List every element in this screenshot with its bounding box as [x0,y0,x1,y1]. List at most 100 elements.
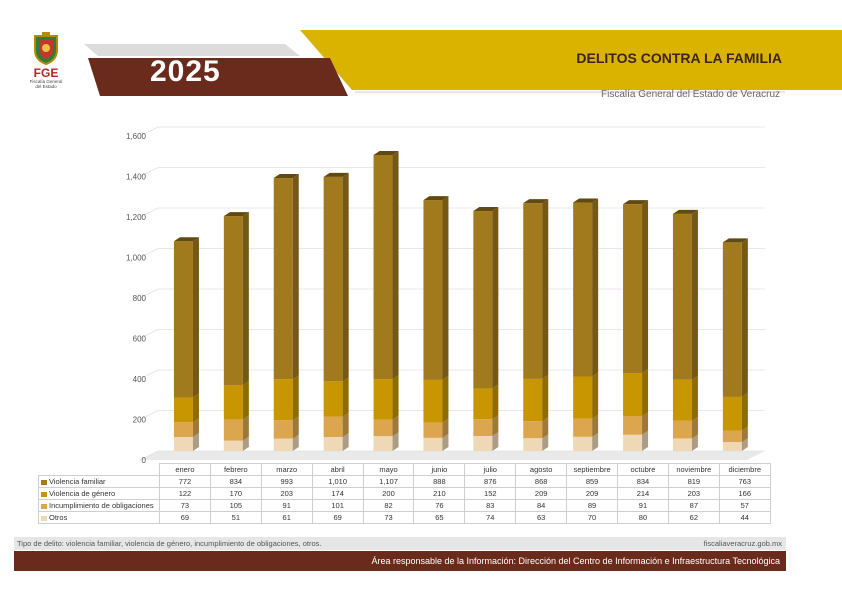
series-label: Violencia de género [38,487,160,500]
data-cell: 51 [209,511,262,524]
data-cell: 868 [515,475,568,488]
bar-segment [573,418,593,437]
table-header-row: enero febrero marzo abril mayo junio julio agos… [38,463,771,476]
header-banner [84,30,842,96]
bar-side [691,434,698,451]
bar-side [691,209,698,380]
bar-segment [223,216,243,385]
bar-top [523,199,549,204]
bar-side [642,430,649,451]
bar-segment [573,376,593,419]
bar-side [292,434,299,451]
bar-segment [273,379,293,421]
fge-logo: FGE Fiscalía General del Estado [22,32,70,92]
logo-text: FGE [33,66,59,80]
series-name: Violencia familiar [49,477,106,486]
bar-top [473,207,499,212]
data-cell: 1,107 [362,475,415,488]
data-cell: 69 [311,511,364,524]
footer-website: fiscaliaveracruz.gob.mx [703,539,782,548]
bar-segment [722,396,742,431]
data-cell: 65 [413,511,466,524]
stacked-bar-chart: 0 200 400 600 800 1,000 1,200 1,400 1,600 [126,126,765,465]
bar-top [672,209,698,214]
bar-side [492,384,499,420]
bar-top [173,237,199,242]
data-table: enero febrero marzo abril mayo junio julio agos… [38,463,771,524]
bar-segment [223,419,243,441]
bar-top [573,198,599,203]
series-name: Incumplimiento de obligaciones [49,501,154,510]
gridline-depth [139,207,159,218]
bar-side [192,418,199,438]
gridline-depth [139,167,159,177]
table-row: Otros 69 51 61 69 73 65 74 63 70 80 62 44 [38,511,771,524]
bar-segment [573,202,593,377]
bar-segment [473,419,493,437]
bar-segment [323,176,343,382]
month-header: octubre [617,463,669,476]
bar-segment [473,211,493,389]
data-cell: 876 [464,475,517,488]
y-tick-label: 1,200 [126,213,147,222]
bar-segment [373,436,393,451]
bar-segment [423,422,443,438]
bar-side [691,375,698,421]
data-cell: 70 [566,511,619,524]
bar-side [642,200,649,374]
bar-segment [173,241,193,398]
month-header: septiembre [566,463,619,476]
bar-side [442,418,449,438]
data-cell: 101 [311,499,364,512]
data-cell: 203 [667,487,720,500]
gridline-depth [139,126,159,137]
bar-side [192,393,199,423]
bar-segment [423,200,443,380]
data-cell: 170 [209,487,262,500]
bar-segment [173,397,193,423]
bar-segment [523,378,543,422]
bar-top [373,150,399,155]
data-cell: 819 [667,475,720,488]
y-tick-label: 1,000 [126,254,147,263]
bar-top [423,196,449,201]
footer-note-bar: Tipo de delito: violencia familiar, viol… [14,537,786,550]
bar-side [592,372,599,419]
data-cell: 91 [260,499,313,512]
bar-segment [223,384,243,420]
chart-floor [140,451,765,460]
data-cell: 62 [667,511,720,524]
bar-segment [623,434,643,451]
footer-note: Tipo de delito: violencia familiar, viol… [17,539,322,548]
data-cell: 772 [159,475,211,488]
data-cell: 834 [209,475,262,488]
series-label: Otros [38,511,160,524]
bar-side [392,375,399,420]
bar-side [741,392,748,431]
data-cell: 200 [362,487,415,500]
data-cell: 57 [718,499,771,512]
data-cell: 83 [464,499,517,512]
bar-top [273,174,299,179]
bar-segment [423,379,443,423]
data-cell: 152 [464,487,517,500]
gridline-depth [139,410,159,420]
bar-side [342,433,349,451]
bar-segment [373,154,393,380]
bar-segment [672,213,692,380]
data-cell: 859 [566,475,619,488]
y-tick-label: 800 [133,294,147,303]
bar-side [542,199,549,379]
data-cell: 89 [566,499,619,512]
month-header: noviembre [667,463,720,476]
y-tick-label: 600 [133,335,147,344]
legend-swatch [41,515,47,521]
month-header: enero [159,463,211,476]
bar-side [392,150,399,380]
bar-segment [722,442,742,451]
bar-segment [323,437,343,451]
series-name: Violencia de género [49,489,116,498]
data-cell: 209 [515,487,568,500]
bar-segment [423,437,443,451]
bar-side [392,415,399,437]
